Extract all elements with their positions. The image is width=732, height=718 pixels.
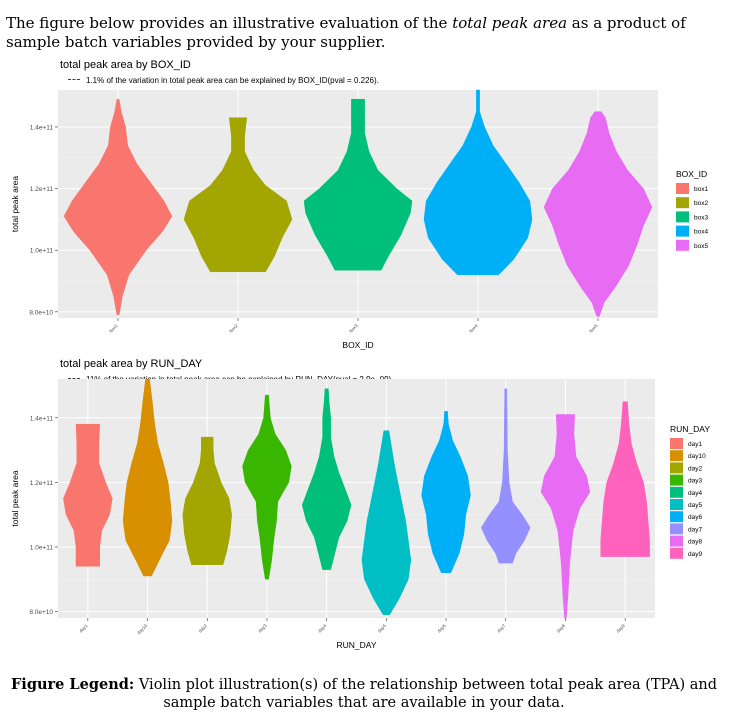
legend-swatch-day7 (670, 523, 683, 535)
violin-box1 (63, 98, 173, 316)
legend-label-day5: day5 (688, 502, 702, 509)
legend-label-day9: day9 (688, 551, 702, 558)
y-tick-label: 1.0e+11 (30, 248, 54, 255)
y-tick-label: 1.2e+11 (30, 480, 54, 487)
violin-chart-run-day: total peak area by RUN_DAY11% of the var… (0, 355, 732, 655)
y-tick-label: 1.0e+11 (30, 544, 54, 551)
violin-day2 (182, 436, 232, 565)
legend-swatch-day3 (670, 474, 683, 486)
y-axis-title: total peak area (10, 470, 20, 527)
legend-label-box3: box3 (694, 214, 708, 221)
y-tick-label: 1.2e+11 (30, 186, 54, 193)
legend-swatch-box1 (676, 183, 689, 194)
legend-swatch-box4 (676, 225, 689, 237)
y-tick-label: 8.0e+10 (29, 309, 53, 316)
chart-svg-run-day: total peak area by RUN_DAY11% of the var… (10, 358, 710, 650)
violin-day6 (421, 411, 471, 574)
violin-box2 (183, 117, 293, 273)
legend-swatch-box5 (676, 239, 689, 251)
legend-title: BOX_ID (676, 169, 707, 179)
violin-day9 (600, 401, 650, 557)
x-tick-label: box4 (468, 323, 479, 334)
x-tick-label: box5 (588, 323, 599, 334)
legend-swatch-day9 (670, 547, 683, 559)
x-tick-label: day4 (317, 623, 328, 634)
violin-box5 (543, 111, 653, 317)
violin-day7 (481, 388, 531, 564)
legend-label-day3: day3 (688, 478, 702, 485)
x-tick-label: day9 (615, 623, 626, 634)
violin-day4 (301, 388, 352, 570)
legend-title: RUN_DAY (670, 424, 710, 434)
chart-subtitle: 1.1% of the variation in total peak area… (86, 76, 379, 85)
x-tick-label: box2 (228, 323, 239, 334)
x-tick-label: day6 (436, 623, 447, 634)
y-axis-title: total peak area (10, 176, 20, 233)
figure-legend: Figure Legend: Violin plot illustration(… (6, 676, 722, 712)
x-tick-label: day1 (78, 623, 89, 634)
legend-label-box2: box2 (694, 200, 708, 207)
violin-day5 (361, 430, 412, 616)
chart-title: total peak area by BOX_ID (60, 59, 191, 71)
legend-swatch-day2 (670, 462, 683, 474)
legend-swatch-day5 (670, 499, 683, 510)
chart-title: total peak area by RUN_DAY (60, 358, 203, 370)
figure-legend-label: Figure Legend: (11, 676, 135, 693)
intro-after: as a product of sample batch variables p… (6, 14, 686, 51)
legend-label-day4: day4 (688, 490, 702, 497)
legend-label-day2: day2 (688, 465, 702, 472)
violin-box4 (423, 89, 533, 276)
x-tick-label: box1 (108, 323, 119, 334)
chart-svg-box-id: total peak area by BOX_ID 1.1% of the var… (10, 59, 708, 350)
intro-before: The figure below provides an illustrativ… (6, 14, 453, 32)
x-tick-label: day8 (556, 623, 567, 634)
violin-chart-box-id: total peak area by BOX_ID 1.1% of the var… (0, 56, 732, 356)
legend-swatch-day4 (670, 486, 683, 498)
legend-label-day8: day8 (688, 539, 702, 546)
x-tick-label: day3 (257, 623, 268, 634)
legend-swatch-day10 (670, 450, 683, 462)
legend-label-box1: box1 (694, 186, 708, 193)
legend-swatch-box3 (676, 211, 689, 223)
violin-day1 (63, 423, 113, 567)
x-tick-label: day2 (198, 623, 209, 634)
intro-text: The figure below provides an illustrativ… (6, 14, 722, 52)
x-tick-label: day10 (136, 623, 149, 636)
legend-swatch-day6 (670, 511, 683, 523)
figure-legend-text: Violin plot illustration(s) of the relat… (134, 677, 717, 711)
legend-label-day6: day6 (688, 514, 702, 521)
legend-label-day7: day7 (688, 526, 702, 533)
violin-day10 (122, 378, 173, 577)
legend-label-day1: day1 (688, 441, 702, 448)
legend-label-box4: box4 (694, 229, 708, 236)
legend-label-day10: day10 (688, 453, 706, 460)
legend-swatch-day8 (670, 535, 683, 547)
y-tick-label: 1.4e+11 (30, 415, 54, 422)
x-tick-label: day7 (496, 623, 507, 634)
intro-emphasis: total peak area (452, 14, 568, 32)
legend-label-box5: box5 (694, 243, 708, 250)
x-tick-label: day5 (377, 623, 388, 634)
legend-swatch-day1 (670, 438, 683, 449)
x-tick-label: box3 (348, 323, 359, 334)
y-tick-label: 1.4e+11 (30, 124, 54, 131)
violin-day3 (242, 394, 292, 580)
violin-box3 (303, 98, 413, 271)
x-axis-title: BOX_ID (342, 340, 373, 350)
legend-swatch-box2 (676, 197, 689, 209)
y-tick-label: 8.0e+10 (29, 609, 53, 616)
violin-day8 (540, 414, 591, 619)
x-axis-title: RUN_DAY (337, 640, 377, 650)
